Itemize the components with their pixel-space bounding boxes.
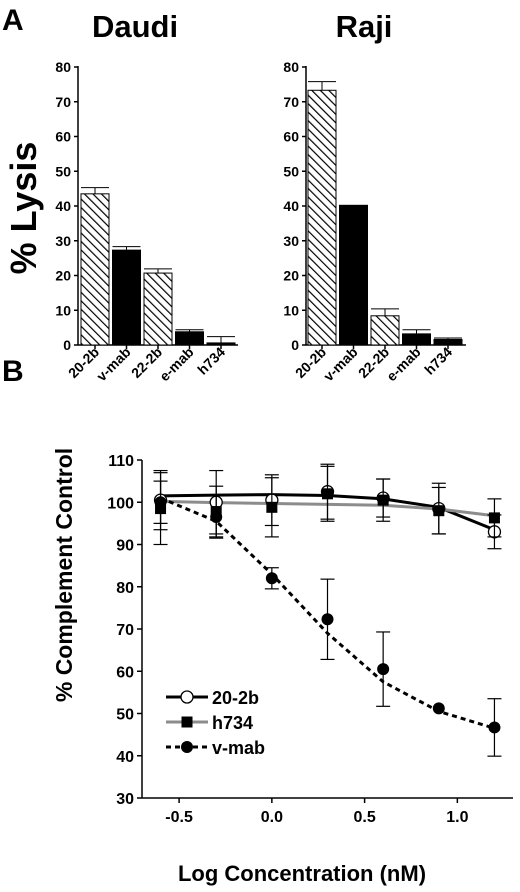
daudi-bar-22-2b <box>143 272 173 346</box>
b-y-tick-label: 100 <box>107 495 134 512</box>
b-point-h734 <box>266 501 278 513</box>
legend-marker-v-mab <box>181 741 193 753</box>
raji-bar-chart: 0102030405060708020-2bv-mab22-2be-mabh73… <box>283 59 466 384</box>
b-y-tick-label: 70 <box>116 622 134 639</box>
daudi-y-tick-label: 0 <box>63 337 71 353</box>
legend-marker-h734 <box>181 716 193 728</box>
b-x-tick-label: 0.0 <box>261 809 283 826</box>
b-point-v-mab <box>377 663 390 676</box>
legend-label-v-mab: v-mab <box>212 738 265 758</box>
b-y-tick-label: 50 <box>116 707 134 724</box>
daudi-bar-e-mab <box>175 331 204 346</box>
b-point-v-mab <box>321 613 334 626</box>
panel-b-x-axis-label: Log Concentration (nM) <box>178 861 426 886</box>
b-point-h734 <box>322 488 333 500</box>
daudi-category-label: v-mab <box>93 344 133 384</box>
b-point-v-mab <box>488 721 501 734</box>
b-x-tick-label: 1.0 <box>446 809 468 826</box>
daudi-title: Daudi <box>92 9 178 44</box>
daudi-y-tick-label: 30 <box>55 233 71 249</box>
b-point-v-mab <box>154 496 167 509</box>
daudi-y-tick-label: 80 <box>55 59 71 75</box>
daudi-y-tick-label: 40 <box>55 198 71 214</box>
daudi-bar-v-mab <box>112 249 141 346</box>
raji-y-tick-label: 20 <box>283 268 299 284</box>
b-y-tick-label: 110 <box>108 453 134 470</box>
daudi-category-label: e-mab <box>156 344 196 384</box>
raji-y-tick-label: 10 <box>283 302 299 318</box>
raji-bar-20-2b <box>307 89 337 346</box>
b-y-tick-label: 40 <box>116 749 134 766</box>
raji-y-tick-label: 30 <box>283 233 299 249</box>
raji-bar-e-mab <box>402 333 431 346</box>
raji-category-label: e-mab <box>383 344 423 384</box>
raji-y-tick-label: 50 <box>283 163 299 179</box>
legend-label-h734: h734 <box>212 713 253 733</box>
legend-marker-20-2b <box>180 690 194 704</box>
b-x-tick-label: -0.5 <box>165 809 193 826</box>
legend-label-20-2b: 20-2b <box>212 688 259 708</box>
daudi-bar-chart: 0102030405060708020-2bv-mab22-2be-mabh73… <box>55 59 238 384</box>
raji-bar-h734 <box>433 338 463 346</box>
b-point-h734 <box>488 512 500 524</box>
daudi-y-tick-label: 10 <box>55 302 71 318</box>
daudi-category-label: h734 <box>194 344 228 378</box>
b-y-tick-label: 30 <box>116 791 134 808</box>
daudi-y-tick-label: 20 <box>55 268 71 284</box>
daudi-y-tick-label: 60 <box>55 129 71 145</box>
daudi-bar-h734 <box>206 342 236 346</box>
daudi-y-tick-label: 50 <box>55 163 71 179</box>
raji-y-tick-label: 80 <box>283 59 299 75</box>
b-x-tick-label: 0.5 <box>353 809 375 826</box>
raji-y-tick-label: 40 <box>283 198 299 214</box>
b-point-v-mab <box>432 702 445 715</box>
b-point-v-mab <box>265 572 278 585</box>
daudi-bar-20-2b <box>80 193 110 346</box>
b-point-v-mab <box>210 511 223 524</box>
panel-label-a: A <box>2 4 24 37</box>
daudi-y-tick-label: 70 <box>55 94 71 110</box>
raji-y-tick-label: 0 <box>291 337 299 353</box>
raji-category-label: h734 <box>421 344 455 378</box>
raji-bar-v-mab <box>339 204 368 346</box>
complement-line-chart: 30 40 50 60 70 80 90 100 110 -0.5 0.0 0.5 1.0 20-2b h7… <box>107 453 513 826</box>
raji-bar-22-2b <box>370 315 400 346</box>
raji-y-tick-label: 60 <box>283 129 299 145</box>
raji-title: Raji <box>336 9 393 44</box>
b-y-tick-label: 60 <box>116 664 134 681</box>
panel-a-y-axis-label: % Lysis <box>3 142 44 275</box>
b-y-tick-label: 90 <box>116 538 134 555</box>
b-point-h734 <box>377 494 389 506</box>
raji-category-label: v-mab <box>320 344 360 384</box>
b-y-tick-label: 80 <box>116 580 134 597</box>
raji-y-tick-label: 70 <box>283 94 299 110</box>
panel-label-b: B <box>2 355 24 388</box>
b-point-h734 <box>433 505 445 517</box>
panel-b-y-axis-label: % Complement Control <box>51 448 77 702</box>
